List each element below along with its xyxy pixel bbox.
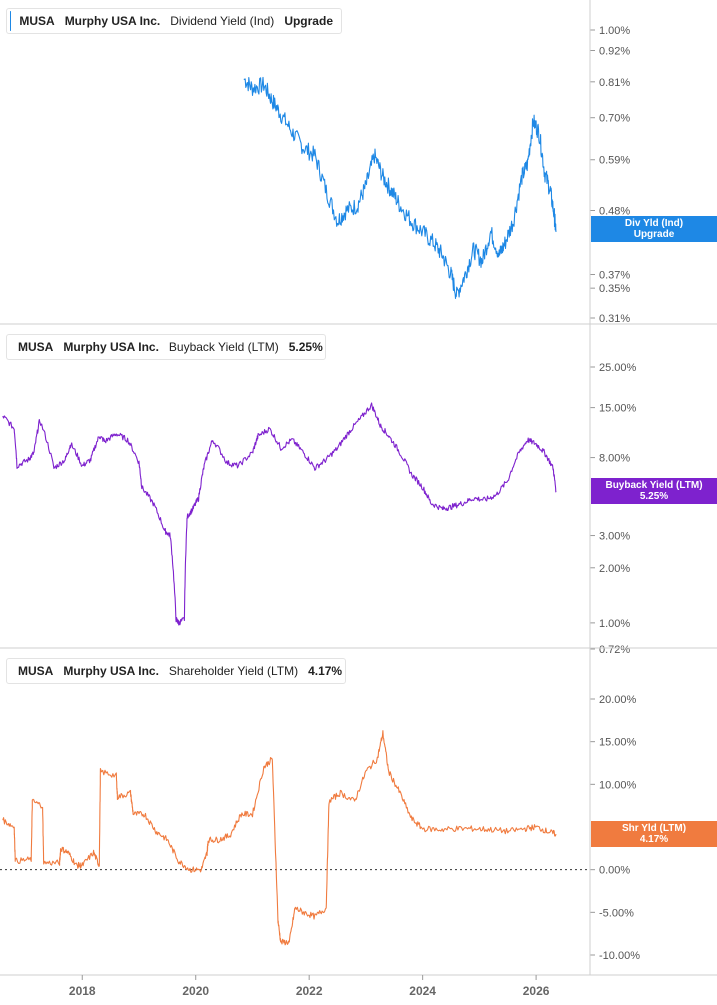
legend-shareholder-yield: MUSA Murphy USA Inc. Shareholder Yield (…	[6, 658, 346, 684]
legend-ticker: MUSA	[18, 340, 54, 354]
y-tick-label: -10.00%	[599, 950, 640, 962]
y-tick-label: 0.72%	[599, 644, 630, 656]
y-tick-label: 0.31%	[599, 313, 630, 325]
last-value-flag-shareholder: Shr Yld (LTM) 4.17%	[591, 821, 717, 848]
legend-value: Upgrade	[284, 14, 333, 28]
flag-series-value: 5.25%	[639, 491, 669, 503]
series-line-2	[2, 402, 557, 626]
legend-ticker: MUSA	[18, 664, 54, 678]
legend-value: 5.25%	[288, 340, 323, 354]
legend-company: Murphy USA Inc.	[64, 14, 161, 28]
x-tick-label: 2022	[296, 984, 323, 998]
flag-series-name: Buyback Yield (LTM)	[605, 480, 703, 492]
y-tick-label: 0.00%	[599, 865, 630, 877]
flag-series-value: Upgrade	[633, 229, 675, 241]
legend-metric: Dividend Yield (Ind)	[170, 14, 275, 28]
legend-value: 4.17%	[308, 664, 343, 678]
legend-color-swatch	[10, 11, 12, 31]
legend-dividend-yield: MUSA Murphy USA Inc. Dividend Yield (Ind…	[6, 8, 342, 34]
flag-series-value: 4.17%	[639, 834, 669, 846]
panel-3: 20.00% 15.00% 10.00% 0.00% -5.00% -10.00%	[0, 694, 640, 962]
y-tick-label: -5.00%	[599, 907, 634, 919]
y-tick-label: 15.00%	[599, 737, 637, 749]
y-tick-label: 0.81%	[599, 77, 630, 89]
last-value-flag-dividend: Div Yld (Ind) Upgrade	[591, 216, 717, 243]
legend-ticker: MUSA	[19, 14, 55, 28]
y-tick-label: 10.00%	[599, 779, 637, 791]
x-tick-label: 2024	[409, 984, 436, 998]
panel-1: 1.00% 0.92% 0.81% 0.70% 0.59% 0.48% 0.37% 0.35%…	[0, 25, 717, 325]
y-tick-label: 25.00%	[599, 362, 637, 374]
x-tick-label: 2020	[182, 984, 209, 998]
legend-metric: Shareholder Yield (LTM)	[168, 664, 299, 678]
legend-company: Murphy USA Inc.	[63, 664, 159, 678]
y-tick-label: 20.00%	[599, 694, 637, 706]
x-tick-label: 2018	[69, 984, 96, 998]
y-tick-label: 8.00%	[599, 453, 630, 465]
last-value-flag-buyback: Buyback Yield (LTM) 5.25%	[591, 478, 717, 505]
y-tick-label: 0.48%	[599, 205, 630, 217]
x-tick-label: 2026	[523, 984, 550, 998]
flag-series-name: Div Yld (Ind)	[624, 218, 684, 230]
y-tick-label: 1.00%	[599, 618, 630, 630]
legend-buyback-yield: MUSA Murphy USA Inc. Buyback Yield (LTM)…	[6, 334, 326, 360]
y-tick-label: 2.00%	[599, 563, 630, 575]
y-tick-label: 0.70%	[599, 113, 630, 125]
y-tick-label: 0.37%	[599, 269, 630, 281]
y-tick-label: 0.92%	[599, 46, 630, 58]
y-tick-label: 15.00%	[599, 403, 637, 415]
y-tick-label: 1.00%	[599, 25, 630, 37]
legend-metric: Buyback Yield (LTM)	[168, 340, 279, 354]
y-tick-label: 3.00%	[599, 531, 630, 543]
series-line-1	[243, 76, 557, 300]
flag-series-name: Shr Yld (LTM)	[621, 823, 687, 835]
y-tick-label: 0.35%	[599, 283, 630, 295]
legend-company: Murphy USA Inc.	[63, 340, 159, 354]
panel-2: 25.00% 15.00% 8.00% 3.00% 2.00% 1.00% 0.72%	[0, 362, 717, 656]
y-tick-label: 0.59%	[599, 155, 630, 167]
series-line-3	[2, 730, 557, 946]
